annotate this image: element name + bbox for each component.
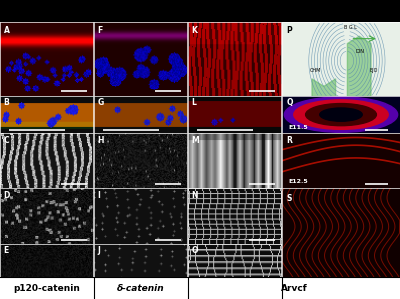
Text: M: M	[192, 136, 200, 145]
Text: p120-catenin: p120-catenin	[14, 284, 80, 293]
Circle shape	[284, 97, 398, 132]
Text: H: H	[98, 136, 104, 145]
Text: δ-catenin: δ-catenin	[117, 284, 165, 293]
Text: F: F	[98, 26, 103, 35]
Text: O: O	[192, 246, 198, 255]
Text: N: N	[192, 191, 198, 200]
Circle shape	[294, 100, 388, 129]
Text: K: K	[192, 26, 198, 35]
Text: E12.5: E12.5	[288, 179, 308, 184]
Text: C: C	[4, 136, 9, 145]
Text: P: P	[287, 26, 292, 35]
Text: Arvcf: Arvcf	[281, 284, 307, 293]
Text: B G L: B G L	[344, 25, 357, 30]
Text: EJO: EJO	[370, 68, 378, 73]
Circle shape	[306, 103, 376, 126]
Text: R: R	[287, 136, 292, 145]
Text: A: A	[4, 26, 10, 35]
Text: DIN: DIN	[355, 49, 364, 54]
Text: E17.5: E17.5	[288, 288, 308, 293]
Text: L: L	[192, 98, 197, 107]
Text: G: G	[98, 98, 104, 107]
Text: B: B	[4, 98, 10, 107]
Text: E: E	[4, 246, 9, 255]
Text: Q: Q	[287, 98, 293, 107]
Text: E11.5: E11.5	[288, 125, 308, 130]
Text: CHM: CHM	[309, 68, 321, 73]
Text: S: S	[287, 194, 292, 203]
Text: J: J	[98, 246, 101, 255]
Text: I: I	[98, 191, 101, 200]
Circle shape	[320, 108, 362, 121]
Text: D: D	[4, 191, 10, 200]
